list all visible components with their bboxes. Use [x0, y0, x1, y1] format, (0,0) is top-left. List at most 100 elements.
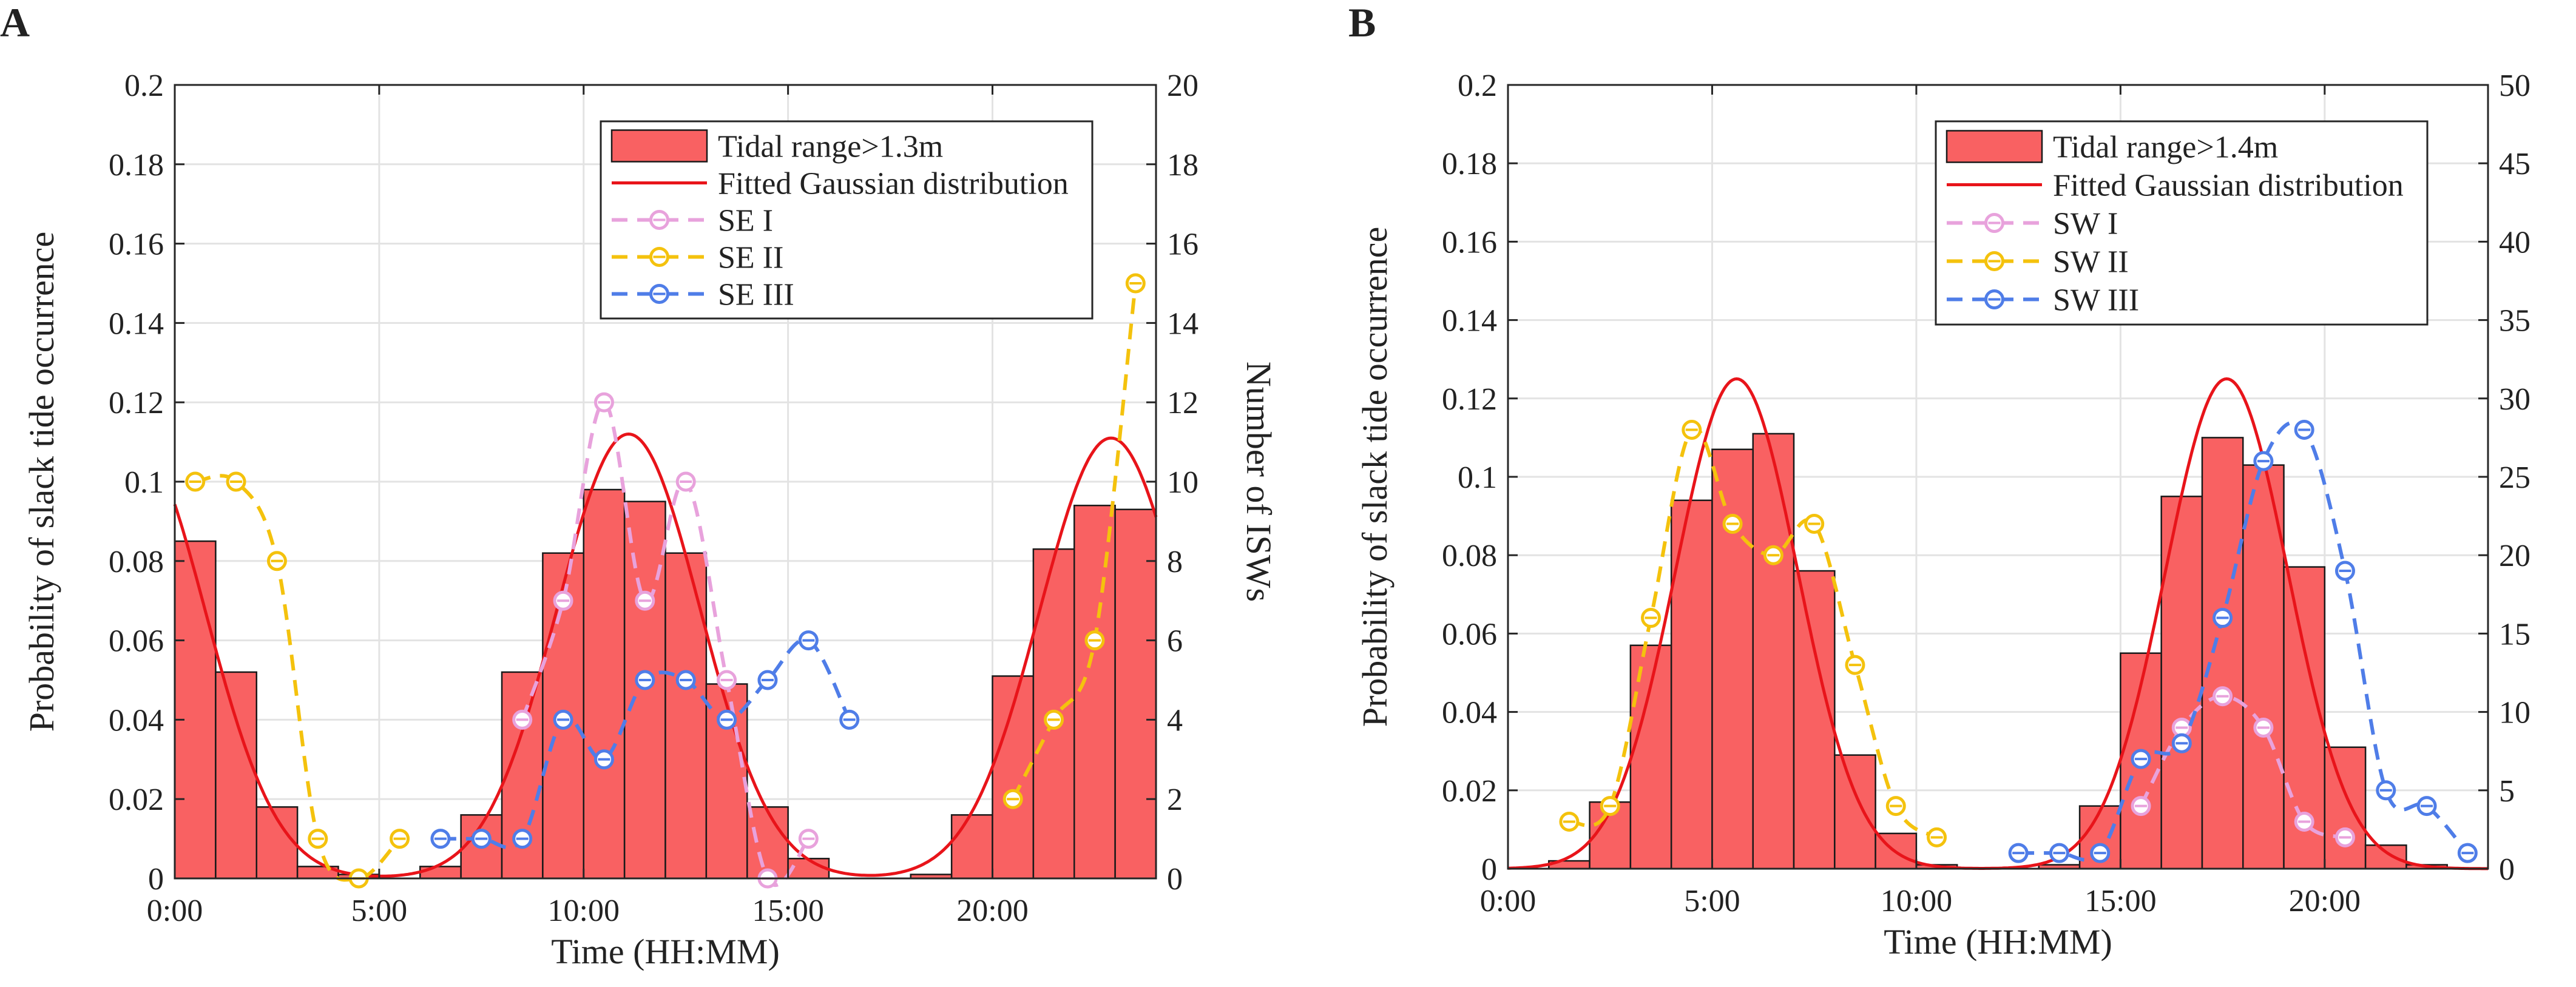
- panel-a-gaussian-curve: [173, 432, 1158, 878]
- panel-a-bar: [255, 806, 299, 880]
- panel-b-x-axis-label: Time (HH:MM): [1884, 922, 2112, 962]
- panel-b-y-tick-label: 0.16: [1442, 225, 1497, 260]
- panel-a-legend-label: Fitted Gaussian distribution: [718, 167, 1069, 201]
- panel-a-y2-tick-label: 4: [1167, 703, 1183, 738]
- panel-b-y-axis-label: Probability of slack tide occurrence: [1355, 227, 1394, 727]
- panel-b-x-tick-label: 5:00: [1684, 884, 1740, 918]
- panel-b-bar: [1834, 754, 1876, 870]
- panel-b-y2-tick-label: 0: [2499, 852, 2515, 887]
- panel-b-bar: [1793, 570, 1836, 870]
- panel-a-x-axis-label: Time (HH:MM): [551, 932, 780, 971]
- panel-b-series-3: [2008, 419, 2478, 863]
- panel-a-y2-tick-label: 6: [1167, 624, 1183, 659]
- panel-a-y-tick-label: 0.04: [109, 703, 164, 738]
- panel-label-a: A: [0, 0, 30, 45]
- panel-b-y2-axis-label: Number of ISWs: [2571, 357, 2576, 597]
- panel-b-legend-label: SW II: [2053, 245, 2129, 280]
- panel-a-y2-tick-label: 12: [1167, 386, 1198, 420]
- panel-a-bar: [787, 858, 830, 880]
- panel-b-y-tick-label: 0.06: [1442, 617, 1497, 652]
- panel-a-y2-tick-label: 16: [1167, 227, 1198, 262]
- panel-b-x-tick-label: 10:00: [1881, 884, 1952, 918]
- panel-a-bar: [215, 671, 257, 880]
- panel-b-series-1: [2131, 686, 2355, 847]
- panel-a-bar: [664, 552, 708, 880]
- panel-a-y2-tick-label: 0: [1167, 862, 1183, 897]
- panel-a-y2-tick-label: 14: [1167, 306, 1198, 341]
- panel-a-y-tick-label: 0.08: [109, 545, 164, 579]
- panel-b-legend-label: SW I: [2053, 207, 2118, 241]
- panel-b-series-line: [2018, 420, 2469, 862]
- panel-a-bar: [1114, 508, 1157, 880]
- panel-a-series-line: [520, 400, 810, 887]
- panel-a-y2-tick-label: 8: [1167, 545, 1183, 579]
- panel-b-y-tick-label: 0.14: [1442, 304, 1497, 339]
- panel-b-y2-tick-label: 40: [2499, 225, 2530, 260]
- panel-b-x-tick-label: 0:00: [1480, 884, 1536, 918]
- panel-a-y-tick-label: 0.16: [109, 227, 164, 262]
- panel-a-y-tick-label: 0.18: [109, 148, 164, 183]
- panel-a-legend-label: SE II: [718, 241, 783, 275]
- panel-a-bar: [583, 488, 626, 880]
- panel-b-bar: [1752, 433, 1795, 870]
- panel-b-y2-tick-label: 50: [2499, 69, 2530, 103]
- panel-a-y2-tick-label: 10: [1167, 465, 1198, 500]
- panel-a-series-2: [185, 273, 1146, 889]
- panel-a-x-tick-label: 20:00: [956, 894, 1028, 928]
- panel-b-histogram: [1548, 433, 2448, 870]
- panel-b-series-2: [1559, 419, 1947, 847]
- panel-b-chart: 0:00 5:00 10:00 15:00 20:00 0 0.02 0.04 0.06 0.08…: [1355, 69, 2576, 962]
- panel-a-y-tick-label: 0.2: [124, 69, 164, 103]
- panel-b-legend-label: Tidal range>1.4m: [2053, 130, 2278, 165]
- panel-a-series-line: [1011, 283, 1138, 800]
- panel-a-y2-tick-label: 20: [1167, 69, 1198, 103]
- panel-b-legend-swatch-bar: [1946, 130, 2043, 163]
- panel-b-bar: [2364, 844, 2407, 870]
- panel-a-y-tick-label: 0.06: [109, 624, 164, 659]
- panel-a-bar: [950, 814, 993, 880]
- panel-a-bar: [419, 866, 462, 880]
- panel-b-y-tick-label: 0: [1481, 852, 1497, 887]
- panel-a-bar: [174, 540, 217, 880]
- panel-b-legend-label: Fitted Gaussian distribution: [2053, 169, 2404, 203]
- panel-label-b: B: [1348, 0, 1376, 45]
- panel-a-y-tick-label: 0.12: [109, 386, 164, 420]
- panel-a-y2-axis-label: Number of ISWs: [1239, 362, 1279, 602]
- panel-a-x-tick-label: 15:00: [752, 894, 823, 928]
- panel-a-series-3: [430, 630, 860, 850]
- panel-a-y-tick-label: 0.14: [109, 306, 164, 341]
- panel-a-y-tick-label: 0.02: [109, 783, 164, 817]
- panel-b-y2-tick-label: 15: [2499, 617, 2530, 652]
- panel-b-y-tick-label: 0.1: [1458, 460, 1497, 495]
- panel-a-y2-tick-label: 2: [1167, 783, 1183, 817]
- panel-b-y2-tick-label: 10: [2499, 696, 2530, 730]
- panel-b-y-tick-label: 0.02: [1442, 774, 1497, 809]
- panel-b-series-line: [2139, 694, 2346, 840]
- panel-b-y-tick-label: 0.08: [1442, 539, 1497, 573]
- panel-a-y-axis-label: Probability of slack tide occurrence: [22, 232, 61, 732]
- panel-b-y-tick-label: 0.12: [1442, 382, 1497, 417]
- panel-b-legend-label: SW III: [2053, 283, 2139, 318]
- panel-a-chart: 0:00 5:00 10:00 15:00 20:00 0 0.02 0.04 0.06 0.08…: [22, 69, 1279, 971]
- panel-b-x-tick-label: 15:00: [2084, 884, 2156, 918]
- panel-b-y2-tick-label: 25: [2499, 460, 2530, 495]
- panel-a-legend-label: SE III: [718, 278, 794, 312]
- panel-b-bar: [2201, 437, 2244, 870]
- panel-b-y-tick-label: 0.04: [1442, 696, 1497, 730]
- panel-b-y-tick-label: 0.18: [1442, 147, 1497, 181]
- panel-b-y2-tick-label: 45: [2499, 147, 2530, 181]
- panel-a-x-tick-label: 5:00: [351, 894, 407, 928]
- panel-a-bar: [746, 806, 789, 880]
- panel-a-legend-box: [600, 120, 1094, 320]
- panel-a-y-tick-label: 0: [148, 862, 164, 897]
- panel-b-y2-tick-label: 30: [2499, 382, 2530, 417]
- panel-a-y2-tick-label: 18: [1167, 148, 1198, 183]
- panel-a-legend-label: Tidal range>1.3m: [718, 130, 943, 164]
- panel-b-bar: [2160, 496, 2203, 870]
- panel-b-series-line: [1568, 426, 1938, 839]
- panel-b-bar: [1711, 448, 1754, 870]
- panel-a-y-tick-label: 0.1: [124, 465, 164, 500]
- panel-b-y2-tick-label: 20: [2499, 539, 2530, 573]
- panel-b-y2-tick-label: 5: [2499, 774, 2515, 809]
